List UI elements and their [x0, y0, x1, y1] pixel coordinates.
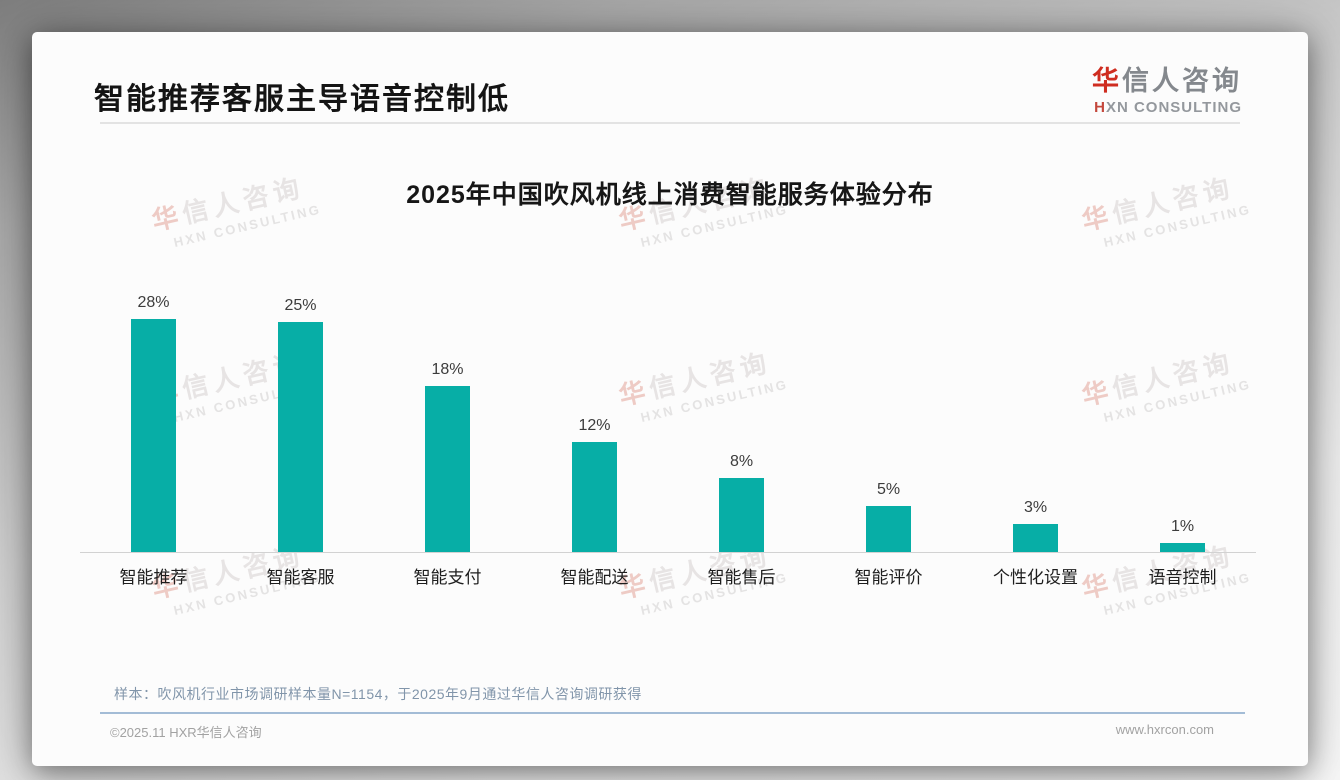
brand-logo-chinese: 华信人咨询 [1092, 66, 1242, 96]
bar-category-label: 智能售后 [707, 568, 776, 587]
bar-value-label: 5% [876, 481, 901, 498]
bar-value-label: 8% [729, 453, 754, 471]
report-slide: 华信人咨询 HXN CONSULTING 华信人咨询 HXN CONSULTING 华信… [32, 32, 1308, 766]
bar [866, 506, 911, 552]
brand-logo: 华信人咨询 HXN CONSULTING [1092, 59, 1242, 116]
bar-category-label: 语音控制 [1148, 568, 1217, 587]
bar-group: 28% [80, 294, 227, 552]
bar-group: 3% [962, 294, 1109, 552]
bar-category-label: 智能推荐 [119, 568, 188, 587]
x-axis-labels: 智能推荐 智能客服 智能支付 智能配送 智能售后 智能评价 个性化设置 语音控制 [80, 563, 1256, 588]
bar-group: 25% [227, 294, 374, 552]
bar [278, 322, 323, 552]
bar-value-label: 1% [1170, 517, 1195, 535]
page-title: 智能推荐客服主导语音控制低 [94, 83, 510, 116]
bar-category-label: 智能评价 [854, 568, 923, 587]
x-axis-line [80, 552, 1256, 553]
bar-group: 12% [521, 294, 668, 552]
bar [425, 386, 470, 552]
bar-category-label: 智能配送 [560, 568, 629, 587]
bar-category-label: 智能支付 [413, 568, 482, 587]
bar-value-label: 3% [1023, 499, 1048, 517]
bar-group: 18% [374, 294, 521, 552]
website-url: www.hxrcon.com [1115, 722, 1214, 737]
chart-title: 2025年中国吹风机线上消费智能服务体验分布 [406, 181, 934, 209]
bar-group: 8% [668, 294, 815, 552]
bar [1013, 524, 1058, 552]
bar-category-label: 智能客服 [266, 568, 335, 587]
bar-value-label: 12% [578, 416, 611, 434]
brand-logo-red-char: 华 [1092, 66, 1122, 96]
bar [572, 441, 617, 552]
header-divider [100, 122, 1240, 124]
bar-group: 1% [1109, 294, 1256, 552]
bar-category-label: 个性化设置 [993, 568, 1078, 587]
bar-value-label: 25% [284, 297, 317, 314]
sample-note: 样本：吹风机行业市场调研样本量N=1154，于2025年9月通过华信人咨询调研获… [114, 686, 642, 702]
bar-group: 5% [815, 294, 962, 552]
bar-value-label: 28% [137, 294, 170, 311]
bar [1160, 542, 1205, 552]
footer-divider [100, 712, 1245, 714]
brand-logo-english: HXN CONSULTING [1094, 99, 1242, 116]
bar [719, 478, 764, 552]
bar [131, 319, 176, 552]
copyright-text: ©2025.11 HXR华信人咨询 [110, 725, 262, 740]
chart-plot-area: 28% 25% 18% 12% 8% 5% 3% 1% [80, 294, 1256, 552]
bar-value-label: 18% [431, 361, 464, 379]
